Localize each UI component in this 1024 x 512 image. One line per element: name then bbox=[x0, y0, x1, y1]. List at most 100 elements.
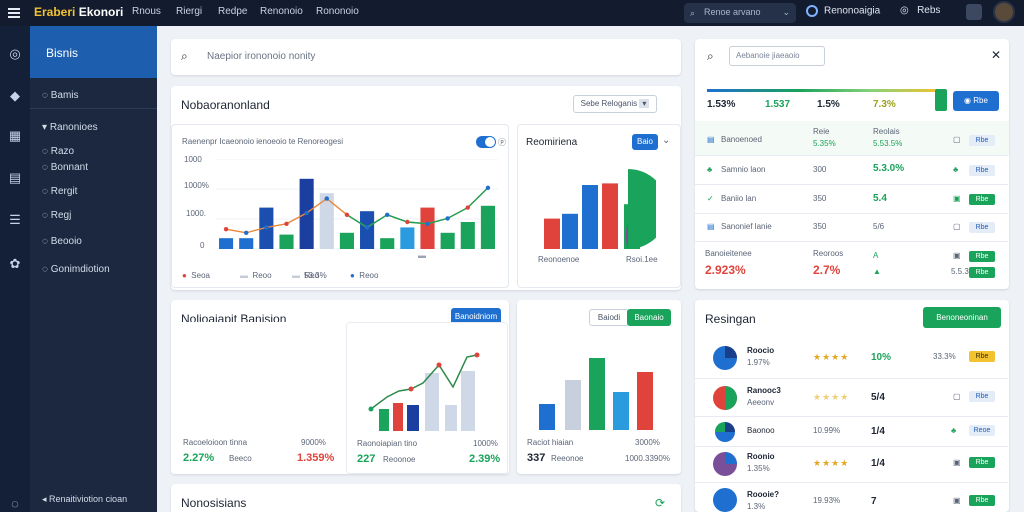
stack-icon[interactable]: ☰ bbox=[9, 212, 21, 227]
pie-section-button[interactable]: Banoidniom bbox=[451, 308, 501, 326]
sidebar-item-label: Rergit bbox=[50, 186, 78, 197]
right-panel: ⌕ Aebanoie jiaeaoio ✕ 1.53% 1.537 1.5% 7… bbox=[695, 39, 1009, 289]
status-badge[interactable]: Rbe bbox=[969, 251, 995, 262]
row2-a: 300 bbox=[813, 165, 827, 174]
chart-point bbox=[445, 216, 450, 221]
sidebar-item-6[interactable]: ◌ Regj bbox=[42, 210, 72, 221]
legend-label: Seoa bbox=[191, 271, 210, 280]
chart-bar bbox=[420, 207, 435, 249]
sidebar-item-7[interactable]: ◌ Beooio bbox=[42, 236, 82, 247]
row5-big-a: 2.923% bbox=[705, 263, 746, 277]
chart-point bbox=[284, 221, 289, 226]
row-icon[interactable]: ▣ bbox=[953, 251, 961, 260]
link-icon: ♣ bbox=[707, 165, 713, 174]
divider bbox=[695, 446, 1008, 447]
menu-icon[interactable] bbox=[8, 6, 20, 20]
rating5-val: 19.93% bbox=[813, 496, 841, 505]
status-badge[interactable]: Rbe bbox=[969, 267, 995, 278]
status-badge[interactable]: Rbe bbox=[969, 165, 995, 176]
info-icon[interactable]: ⓟ bbox=[498, 138, 506, 147]
row-icon[interactable]: ▣ bbox=[953, 496, 961, 505]
sidebar-header[interactable]: Bisnis bbox=[30, 26, 157, 78]
document-icon[interactable]: ▤ bbox=[8, 170, 22, 185]
row5-b: A bbox=[873, 251, 879, 260]
right-add-button[interactable]: ◉ Rbe bbox=[953, 91, 999, 111]
overview-action-button[interactable]: Sebe Reloganis ▾ bbox=[573, 95, 657, 113]
brand-name-a: Eraberi bbox=[34, 5, 76, 19]
help-icon[interactable]: ◌ bbox=[11, 496, 19, 511]
chart-icon[interactable]: ▦ bbox=[8, 128, 22, 143]
avatar-slice bbox=[713, 488, 737, 512]
sidebar-item-3[interactable]: ◌ Razo bbox=[42, 146, 75, 157]
sidebar-footer-label: Renaitiviotion cioan bbox=[49, 494, 128, 504]
rating-button[interactable]: Benoneoninan bbox=[923, 307, 1001, 328]
row-icon[interactable]: ♣ bbox=[953, 165, 959, 174]
legend-item-2: ▬ Reoo bbox=[240, 271, 272, 280]
legend-dot-icon: ● bbox=[182, 271, 187, 280]
sidebar-footer-item[interactable]: ◂ Renaitiviotion cioan bbox=[42, 494, 128, 504]
chart-bar bbox=[582, 185, 598, 249]
nav-item-4[interactable]: Renonoio bbox=[260, 6, 303, 17]
sidebar-item-1[interactable]: ◌ Bamis bbox=[42, 90, 79, 101]
bar3 bbox=[637, 372, 653, 430]
mid-bar bbox=[393, 403, 403, 431]
top-search-input[interactable]: ⌕ Renoe arvano ⌄ bbox=[684, 3, 796, 23]
divider bbox=[695, 482, 1008, 483]
nav-item-3[interactable]: Redpe bbox=[218, 6, 248, 17]
row-icon[interactable]: ▢ bbox=[953, 222, 961, 231]
rating3-val: 10.99% bbox=[813, 426, 841, 435]
sidebar-item-label: Bamis bbox=[50, 90, 79, 101]
main-search-bar[interactable]: ⌕ Naepior irononoio nonity bbox=[171, 39, 681, 75]
close-icon[interactable]: ✕ bbox=[991, 48, 1002, 62]
bell-icon: ◎ bbox=[900, 5, 909, 16]
tag-icon[interactable]: ◆ bbox=[10, 88, 20, 103]
nav-item-2[interactable]: Riergi bbox=[176, 6, 203, 17]
nav-item-5[interactable]: Rononoio bbox=[316, 6, 359, 17]
sidebar-item-4[interactable]: ◌ Bonnant bbox=[42, 162, 88, 173]
refresh-icon[interactable]: ⟳ bbox=[655, 496, 666, 510]
bar-chart3-button-b[interactable]: Baonaio bbox=[627, 309, 671, 326]
row-icon[interactable]: ♣ bbox=[951, 426, 957, 435]
row-icon[interactable]: ▢ bbox=[953, 392, 961, 401]
bar3 bbox=[613, 392, 629, 430]
row-icon[interactable]: ▢ bbox=[953, 135, 961, 144]
row-icon[interactable]: ▣ bbox=[953, 194, 961, 203]
pie-label: Racoeloioon tinna bbox=[183, 438, 248, 447]
avatar[interactable] bbox=[993, 1, 1015, 23]
chart-point bbox=[465, 205, 470, 210]
pie-slice bbox=[625, 209, 628, 249]
nav-item-1[interactable]: Rnous bbox=[132, 6, 161, 17]
legend-item-1: ● Seoa bbox=[182, 271, 210, 280]
row1-note-b: 5.53.5% bbox=[873, 139, 903, 148]
status-badge[interactable]: Rbe bbox=[969, 222, 995, 233]
status-badge[interactable]: Rbe bbox=[969, 194, 995, 205]
settings-icon[interactable]: ✿ bbox=[9, 256, 21, 271]
brand-logo[interactable]: Eraberi Ekonori bbox=[34, 5, 123, 19]
bar-chart-card: Reomiriena Baio ⌄ Reonoenoe Rsoi.1ee bbox=[517, 124, 681, 288]
bar-chart-button[interactable]: Baio bbox=[632, 134, 658, 150]
sidebar: Bisnis ◌ Bamis ▾ Ranonioes ◌ Razo ◌ Bonn… bbox=[30, 26, 157, 512]
profile-icon[interactable] bbox=[966, 4, 982, 20]
globe-icon[interactable]: ◎ bbox=[9, 46, 21, 61]
chart-toggle[interactable] bbox=[476, 136, 496, 148]
divider bbox=[695, 184, 1008, 185]
row-icon[interactable]: ▣ bbox=[953, 458, 961, 467]
user-menu[interactable]: Renonoaigia bbox=[806, 5, 880, 17]
status-badge[interactable]: Reoe bbox=[969, 425, 995, 436]
chevron-down-icon[interactable]: ⌄ bbox=[662, 135, 671, 146]
right-search-input[interactable]: Aebanoie jiaeaoio bbox=[729, 46, 825, 66]
overview-action-label: Sebe Reloganis bbox=[580, 99, 638, 108]
status-badge[interactable]: Rbe bbox=[969, 457, 995, 468]
bar3-stat-c: 1000.3390% bbox=[625, 454, 670, 463]
status-badge[interactable]: Rbe bbox=[969, 495, 995, 506]
notifications-button[interactable]: ◎ Rebs bbox=[900, 5, 940, 16]
status-badge[interactable]: Rbe bbox=[969, 391, 995, 402]
sidebar-item-2[interactable]: ▾ Ranonioes bbox=[42, 122, 98, 133]
legend-label: Reo bbox=[304, 271, 320, 280]
bar-chart3-button-a[interactable]: Baiodi bbox=[589, 309, 629, 326]
status-badge[interactable]: Rbe bbox=[969, 135, 995, 146]
status-badge[interactable]: Rbe bbox=[969, 351, 995, 362]
sidebar-item-8[interactable]: ◌ Gonimdiotion bbox=[42, 264, 110, 275]
sidebar-item-5[interactable]: ◌ Rergit bbox=[42, 186, 78, 197]
chart-point bbox=[344, 212, 350, 217]
